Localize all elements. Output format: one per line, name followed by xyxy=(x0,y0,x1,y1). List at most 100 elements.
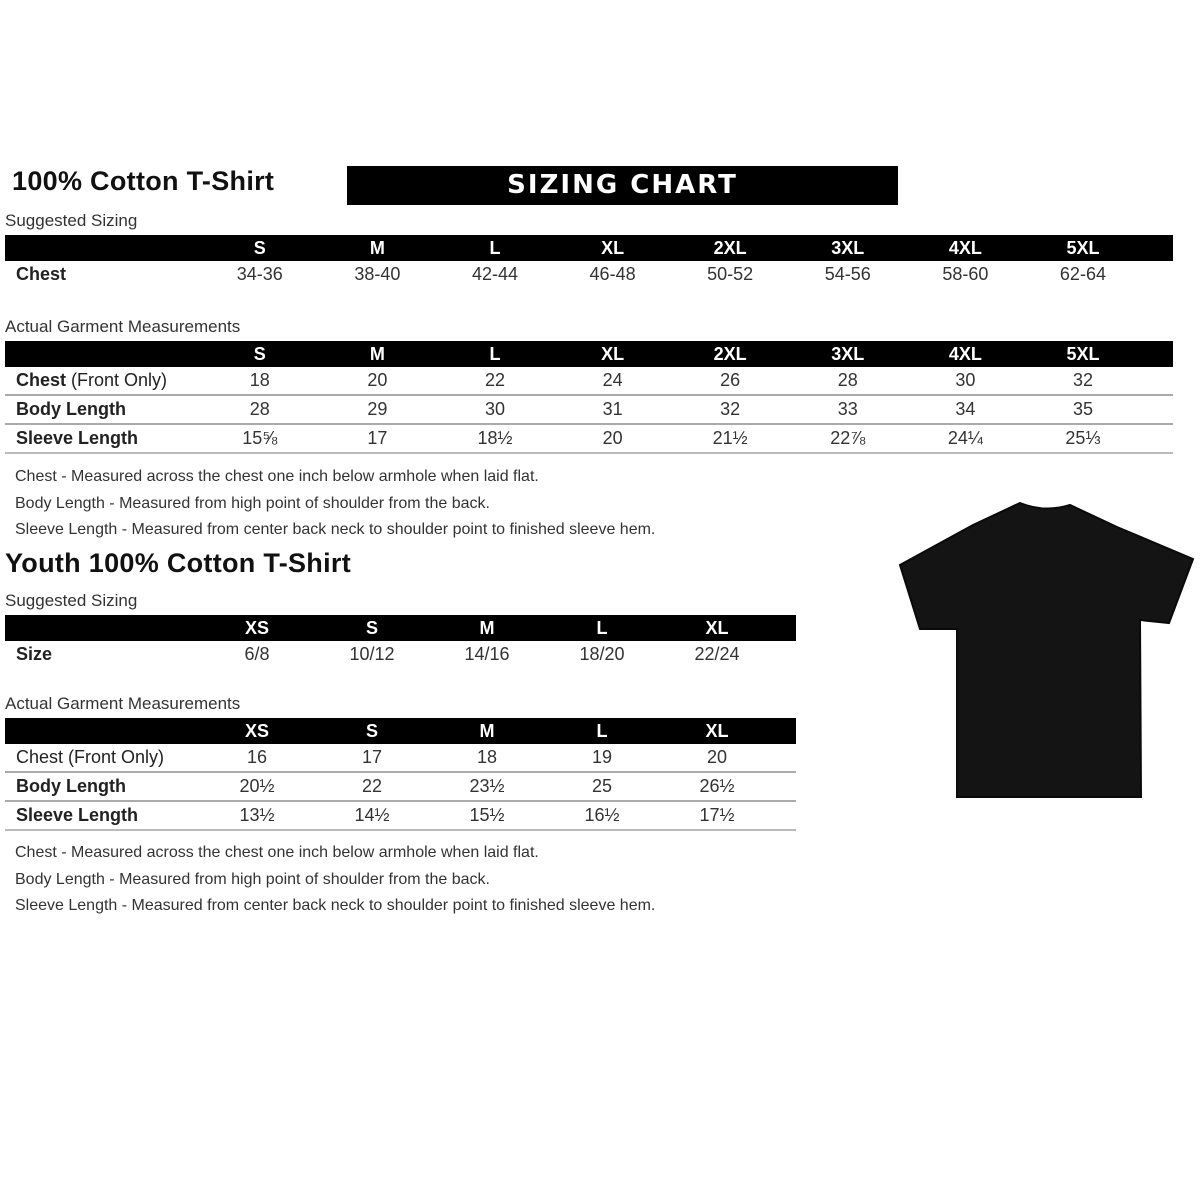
row-label-text: Body Length xyxy=(16,776,126,796)
size-header-xs: XS xyxy=(244,721,269,741)
table-cell: 34 xyxy=(955,399,976,419)
table-cell: 20 xyxy=(367,370,388,390)
table-cell: 16½ xyxy=(584,805,620,825)
row-label: Sleeve Length xyxy=(5,805,200,826)
row-label-text: Chest xyxy=(16,264,67,284)
table-cell: 22/24 xyxy=(694,644,740,664)
size-header-row: S M L XL 2XL 3XL 4XL 5XL xyxy=(5,341,1173,367)
size-header-row: S M L XL 2XL 3XL 4XL 5XL xyxy=(5,235,1173,261)
table-row: Chest (Front Only) 16 17 18 19 20 xyxy=(5,744,796,773)
table-cell: 23½ xyxy=(469,776,505,796)
table-cell: 58-60 xyxy=(942,264,989,284)
row-label: Chest (Front Only) xyxy=(5,370,201,391)
table-cell: 18 xyxy=(249,370,270,390)
table-cell: 62-64 xyxy=(1059,264,1106,284)
adult-actual-table: S M L XL 2XL 3XL 4XL 5XL Chest (Front Only) 18 20 2… xyxy=(5,341,1173,454)
table-cell: 20 xyxy=(706,747,728,767)
table-cell: 18 xyxy=(476,747,498,767)
row-label: Body Length xyxy=(5,399,201,420)
row-label-text: Size xyxy=(16,644,53,664)
table-row: Sleeve Length 15⅝ 17 18½ 20 21½ 22⅞ 24¼ 25⅓ xyxy=(5,425,1173,454)
size-header-3xl: 3XL xyxy=(831,238,865,258)
size-header-s: S xyxy=(253,238,266,258)
youth-notes: Chest - Measured across the chest one in… xyxy=(15,840,655,920)
note-sleeve-length: Sleeve Length - Measured from center bac… xyxy=(15,897,656,914)
row-label-text: Sleeve Length xyxy=(16,428,139,448)
table-cell: 22⅞ xyxy=(830,428,866,448)
table-cell: 29 xyxy=(367,399,388,419)
table-cell: 18½ xyxy=(477,428,513,448)
note-body-length: Body Length - Measured from high point o… xyxy=(15,494,490,512)
table-cell: 21½ xyxy=(712,428,748,448)
note-chest: Chest - Measured across the chest one in… xyxy=(15,468,539,485)
row-label: Chest (Front Only) xyxy=(5,747,200,768)
size-header-m: M xyxy=(369,238,385,258)
header-spacer xyxy=(5,615,200,641)
header-spacer xyxy=(5,235,201,261)
row-label-note: (Front Only) xyxy=(66,370,168,390)
table-cell: 22 xyxy=(361,776,383,796)
row-label-text: Chest xyxy=(16,370,67,390)
note-chest: Chest - Measured across the chest one in… xyxy=(15,844,539,861)
adult-notes: Chest - Measured across the chest one in… xyxy=(15,464,655,544)
row-label-text: Chest (Front Only) xyxy=(16,747,165,767)
size-header-5xl: 5XL xyxy=(1066,238,1100,258)
table-cell: 32 xyxy=(720,399,741,419)
table-cell: 31 xyxy=(602,399,623,419)
table-cell: 15⅝ xyxy=(242,428,278,448)
adult-title: 100% Cotton T-Shirt xyxy=(12,166,275,196)
table-cell: 28 xyxy=(837,370,858,390)
size-header-l: L xyxy=(489,344,501,364)
table-cell: 30 xyxy=(955,370,976,390)
table-cell: 28 xyxy=(249,399,270,419)
table-cell: 25⅓ xyxy=(1065,428,1101,448)
table-cell: 14/16 xyxy=(464,644,510,664)
size-header-3xl: 3XL xyxy=(831,344,865,364)
youth-actual-label: Actual Garment Measurements xyxy=(5,694,241,713)
table-cell: 15½ xyxy=(469,805,505,825)
table-row: Body Length 20½ 22 23½ 25 26½ xyxy=(5,773,796,802)
size-header-m: M xyxy=(479,618,495,638)
table-row: Chest 34-36 38-40 42-44 46-48 50-52 54-56 58-60… xyxy=(5,261,1173,288)
table-cell: 6/8 xyxy=(244,644,270,664)
table-cell: 25 xyxy=(591,776,613,796)
black-t-shirt-icon xyxy=(898,501,1195,798)
header-spacer xyxy=(5,718,200,744)
row-label-text: Sleeve Length xyxy=(16,805,139,825)
table-row: Body Length 28 29 30 31 32 33 34 35 xyxy=(5,396,1173,425)
table-cell: 33 xyxy=(837,399,858,419)
size-header-xs: XS xyxy=(244,618,269,638)
size-header-5xl: 5XL xyxy=(1066,344,1100,364)
row-label: Size xyxy=(5,644,200,665)
table-row: Size 6/8 10/12 14/16 18/20 22/24 xyxy=(5,641,796,668)
youth-title: Youth 100% Cotton T-Shirt xyxy=(5,548,351,578)
row-label: Body Length xyxy=(5,776,200,797)
youth-suggested-table: XS S M L XL Size 6/8 10/12 14/16 18/20 22/24 xyxy=(5,615,796,668)
row-label: Sleeve Length xyxy=(5,428,201,449)
table-cell: 26½ xyxy=(699,776,735,796)
table-cell: 35 xyxy=(1072,399,1093,419)
table-cell: 17 xyxy=(367,428,388,448)
table-cell: 10/12 xyxy=(349,644,395,664)
table-cell: 14½ xyxy=(354,805,390,825)
table-cell: 26 xyxy=(720,370,741,390)
size-header-4xl: 4XL xyxy=(948,238,982,258)
table-cell: 17½ xyxy=(699,805,735,825)
size-header-xl: XL xyxy=(601,238,625,258)
table-cell: 34-36 xyxy=(236,264,283,284)
table-cell: 17 xyxy=(361,747,383,767)
table-cell: 20½ xyxy=(239,776,275,796)
table-cell: 20 xyxy=(602,428,623,448)
size-header-row: XS S M L XL xyxy=(5,615,796,641)
size-header-4xl: 4XL xyxy=(948,344,982,364)
adult-suggested-label: Suggested Sizing xyxy=(5,211,138,230)
note-body-length: Body Length - Measured from high point o… xyxy=(15,870,490,888)
adult-actual-label: Actual Garment Measurements xyxy=(5,317,241,336)
table-cell: 24¼ xyxy=(947,428,983,448)
table-row: Chest (Front Only) 18 20 22 24 26 28 30 32 xyxy=(5,367,1173,396)
size-header-xl: XL xyxy=(705,721,729,741)
adult-suggested-table: S M L XL 2XL 3XL 4XL 5XL Chest 34-36 38-40 42-44 46-… xyxy=(5,235,1173,288)
size-header-xl: XL xyxy=(601,344,625,364)
size-header-2xl: 2XL xyxy=(713,238,747,258)
row-label: Chest xyxy=(5,264,201,285)
